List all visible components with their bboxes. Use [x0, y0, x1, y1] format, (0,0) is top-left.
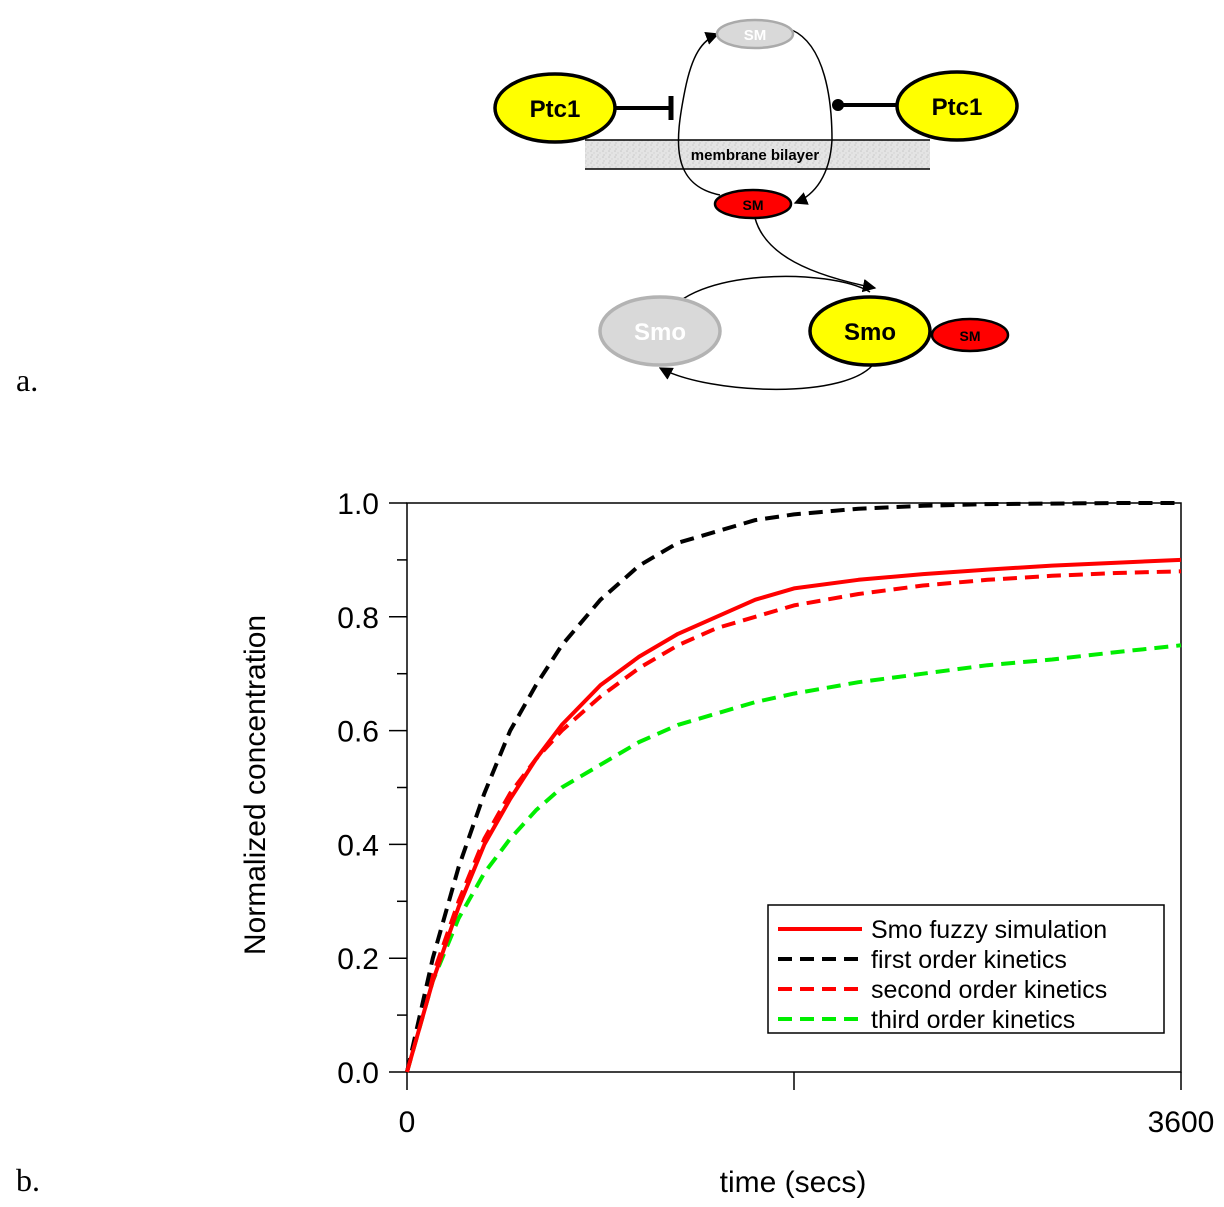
legend-label: second order kinetics: [871, 976, 1107, 1004]
y-axis-label: Normalized concentration: [239, 615, 272, 955]
series-line: [405, 501, 1181, 1073]
sm-top-node: [715, 18, 795, 50]
legend-box: [767, 904, 1165, 1034]
membrane-label: membrane bilayer: [691, 147, 820, 164]
sm-to-smo-arrow: [754, 217, 877, 293]
series-line: [405, 557, 1182, 1073]
smo-inactive-node: [598, 295, 722, 367]
panel-label-a: a.: [16, 362, 39, 398]
ptc1-left-node: [493, 72, 617, 144]
legend-label: first order kinetics: [871, 946, 1067, 974]
y-tick-label: 0.6: [337, 716, 379, 749]
membrane-bilayer: [585, 140, 930, 169]
panel-label-b: b.: [16, 1162, 40, 1198]
sm-flip-arrow-up: [677, 31, 721, 196]
sm-bound-label: SM: [960, 328, 981, 344]
legend-label: third order kinetics: [871, 1006, 1075, 1034]
series-line: [405, 569, 1182, 1073]
sm-mid-node: [713, 188, 793, 220]
ptc1-left-label: Ptc1: [530, 96, 581, 123]
axes-layer: [389, 502, 1182, 1090]
ptc1-right-label: Ptc1: [932, 94, 983, 121]
smo-active-node: [808, 295, 932, 367]
series-line: [405, 643, 1182, 1073]
x-tick-label: 0: [399, 1106, 416, 1139]
ptc1-right-node: [895, 70, 1019, 142]
concentration-chart: 0.0 0.2 0.4 0.6 0.8 1.0 0 3600 Normalized conce…: [239, 488, 1214, 1199]
sm-top-label: SM: [744, 27, 767, 44]
signaling-diagram: membrane bilayer Ptc1 Ptc1 SM SM Smo Smo…: [493, 18, 1019, 391]
smo-inactive-label: Smo: [634, 319, 686, 346]
y-tick-label: 0.4: [337, 829, 379, 862]
smo-active-label: Smo: [844, 319, 896, 346]
smo-deactivation-arc: [658, 361, 876, 391]
sm-mid-label: SM: [743, 197, 764, 213]
y-tick-label: 0.2: [337, 943, 379, 976]
series-layer: [405, 501, 1182, 1073]
tick-labels: 0.0 0.2 0.4 0.6 0.8 1.0 0 3600: [337, 488, 1214, 1139]
ptc-right-dot: [832, 99, 844, 111]
legend-label: Smo fuzzy simulation: [871, 916, 1107, 944]
sm-flip-arrow-down: [791, 29, 833, 205]
sm-bound-node: [930, 317, 1010, 353]
y-tick-label: 0.0: [337, 1057, 379, 1090]
y-tick-label: 0.8: [337, 602, 379, 635]
x-axis-label: time (secs): [720, 1166, 867, 1199]
y-tick-label: 1.0: [337, 488, 379, 521]
x-tick-label: 3600: [1148, 1106, 1215, 1139]
